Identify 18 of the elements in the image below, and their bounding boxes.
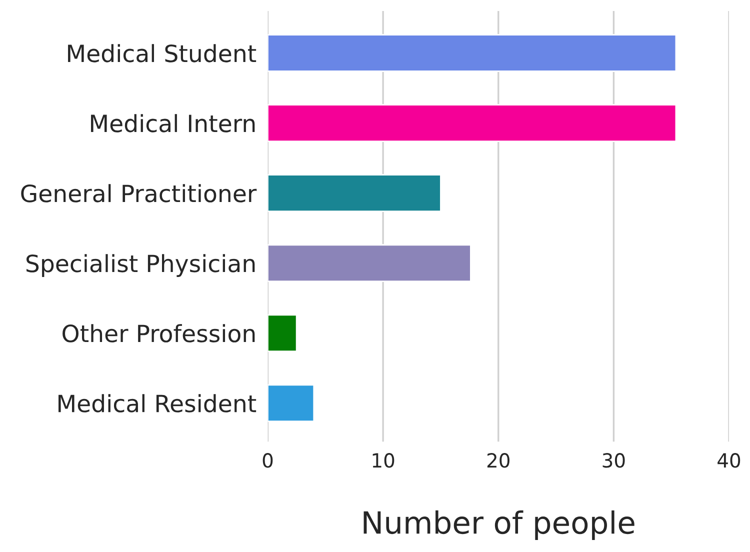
bar [268, 314, 298, 352]
bar [268, 104, 677, 142]
y-tick-label: Medical Student [68, 44, 256, 62]
y-tick-label: General Practitioner [21, 184, 257, 202]
bar [268, 174, 442, 212]
y-tick-label: Specialist Physician [26, 254, 255, 277]
y-tick-label: Other Profession [62, 324, 255, 342]
bar [268, 34, 677, 72]
x-tick-label: 10 [372, 453, 394, 468]
bar [268, 384, 315, 422]
y-tick-label: Medical Intern [91, 114, 255, 132]
x-tick-label: 30 [602, 453, 625, 468]
y-tick-label: Medical Resident [58, 394, 256, 412]
bar [268, 244, 472, 282]
x-axis-title: Number of people [364, 510, 634, 540]
x-tick-label: 40 [718, 453, 740, 468]
x-tick-label: 20 [487, 453, 510, 468]
x-tick-label: 0 [262, 453, 273, 468]
